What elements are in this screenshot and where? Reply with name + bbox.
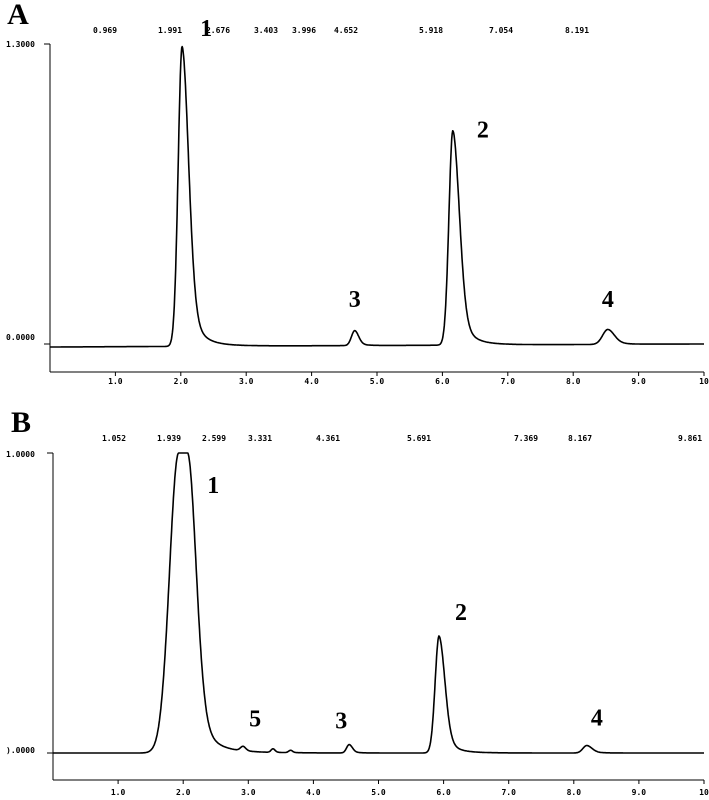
x-tick-label: 8.0 xyxy=(566,377,581,386)
peak-label-1: 1 xyxy=(207,473,219,499)
x-tick-label: 5.0 xyxy=(371,788,386,797)
x-tick-label: 1.0 xyxy=(111,788,126,797)
x-tick-label: 9.0 xyxy=(631,377,646,386)
retention-time-label: 5.691 xyxy=(407,434,431,443)
peak-label-3: 3 xyxy=(335,709,347,735)
retention-time-label: 3.403 xyxy=(254,26,278,35)
x-tick-label: 10 xyxy=(699,377,709,386)
x-tick-label: 3.0 xyxy=(241,788,256,797)
chromatogram-trace xyxy=(49,45,705,348)
x-tick-label: 1.0 xyxy=(108,377,123,386)
x-tick-label: 8.0 xyxy=(567,788,582,797)
retention-time-label: 9.861 xyxy=(678,434,702,443)
retention-time-label: 1.991 xyxy=(158,26,182,35)
retention-time-label: 1.052 xyxy=(102,434,126,443)
x-tick-label: 2.0 xyxy=(176,788,191,797)
x-tick-label: 5.0 xyxy=(370,377,385,386)
retention-time-label: 0.969 xyxy=(93,26,117,35)
retention-time-label: 3.996 xyxy=(292,26,316,35)
chromatogram-trace xyxy=(52,452,705,754)
y-base-label: 0.0000 xyxy=(6,333,35,342)
panel-label-b: B xyxy=(11,406,31,439)
peak-label-4: 4 xyxy=(602,287,614,313)
x-tick-label: 7.0 xyxy=(501,377,516,386)
retention-time-label: 7.054 xyxy=(489,26,513,35)
retention-time-label: 8.167 xyxy=(568,434,592,443)
peak-label-3: 3 xyxy=(349,287,361,313)
retention-time-label: 2.676 xyxy=(206,26,230,35)
peak-label-4: 4 xyxy=(591,706,603,732)
x-tick-label: 10 xyxy=(699,788,709,797)
x-tick-label: 6.0 xyxy=(436,788,451,797)
peak-label-2: 2 xyxy=(477,117,489,143)
x-tick-label: 4.0 xyxy=(306,788,321,797)
x-tick-label: 6.0 xyxy=(435,377,450,386)
x-tick-label: 4.0 xyxy=(304,377,319,386)
retention-time-label: 7.369 xyxy=(514,434,538,443)
peak-label-5: 5 xyxy=(249,707,261,733)
peak-label-1: 1 xyxy=(200,16,212,42)
retention-time-label: 3.331 xyxy=(248,434,272,443)
retention-time-label: 5.918 xyxy=(419,26,443,35)
retention-time-label: 1.939 xyxy=(157,434,181,443)
retention-time-label: 4.652 xyxy=(334,26,358,35)
retention-time-label: 4.361 xyxy=(316,434,340,443)
y-base-label: ).0000 xyxy=(6,746,35,755)
y-top-label: 1.0000 xyxy=(6,450,35,459)
panel-a: A 0.969 1.991 2.676 3.403 3.996 4.652 5.918 7.05… xyxy=(6,0,709,386)
retention-time-label: 8.191 xyxy=(565,26,589,35)
panel-b: B 1.052 1.939 2.599 3.331 4.361 5.691 7.369 8.16… xyxy=(6,406,709,797)
x-tick-label: 2.0 xyxy=(174,377,189,386)
x-tick-label: 7.0 xyxy=(501,788,516,797)
peak-label-2: 2 xyxy=(455,600,467,626)
x-tick-label: 3.0 xyxy=(239,377,254,386)
panel-label-a: A xyxy=(7,0,29,31)
y-top-label: 1.3000 xyxy=(6,40,35,49)
retention-time-label: 2.599 xyxy=(202,434,226,443)
x-tick-label: 9.0 xyxy=(632,788,647,797)
